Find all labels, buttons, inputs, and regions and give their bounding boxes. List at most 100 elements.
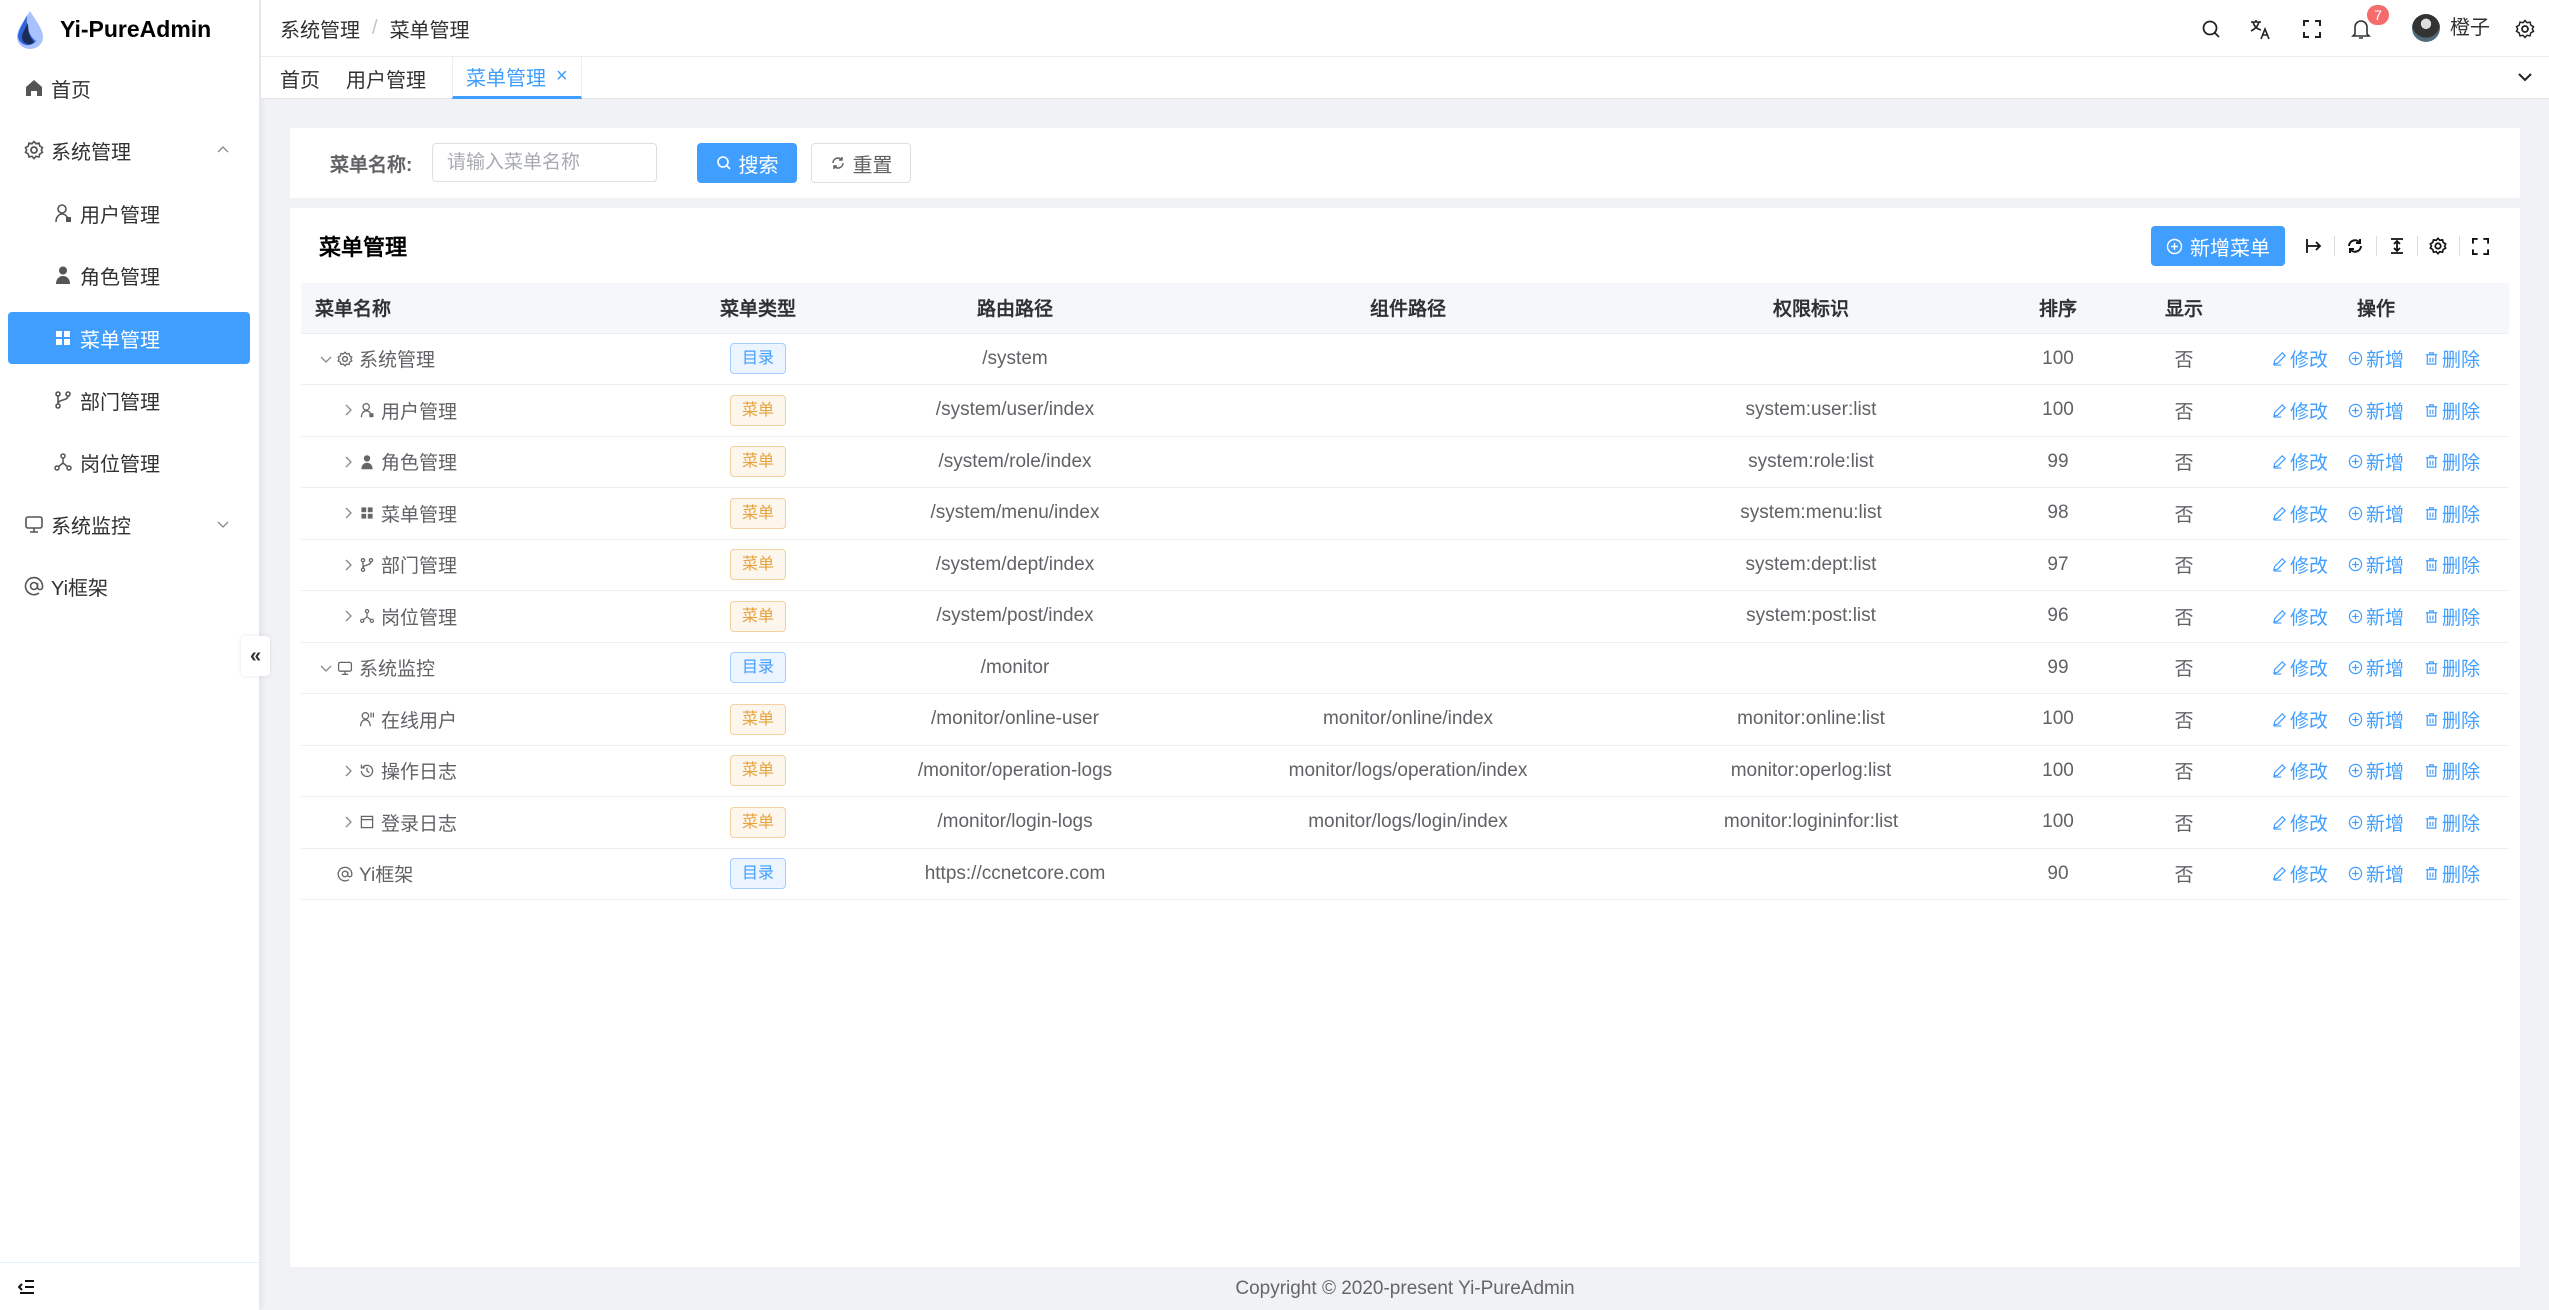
table-row[interactable]: 岗位管理 菜单 /system/post/index system:post:l… <box>301 590 2509 643</box>
edit-button[interactable]: 修改 <box>2272 654 2328 681</box>
delete-button[interactable]: 删除 <box>2424 603 2480 630</box>
add-child-button[interactable]: 新增 <box>2348 551 2404 578</box>
delete-button[interactable]: 删除 <box>2424 397 2480 424</box>
tab-menu-management[interactable]: 菜单管理 × <box>452 57 582 99</box>
chevron-right-icon[interactable] <box>337 609 359 623</box>
avatar[interactable] <box>2412 14 2440 42</box>
menu-type-tag: 菜单 <box>730 497 786 529</box>
table-row[interactable]: 菜单管理 菜单 /system/menu/index system:menu:l… <box>301 487 2509 540</box>
tab-home[interactable]: 首页 <box>280 57 320 99</box>
table-row[interactable]: 系统管理 目录 /system 100 否 修改 新增 删除 <box>301 333 2509 385</box>
collapse-sidebar-button[interactable]: « <box>241 636 270 676</box>
column-settings-icon[interactable] <box>2425 233 2451 259</box>
chevron-right-icon[interactable] <box>337 558 359 572</box>
chevron-right-icon[interactable] <box>337 764 359 778</box>
visible: 否 <box>2125 642 2243 694</box>
add-child-button[interactable]: 新增 <box>2348 809 2404 836</box>
edit-button[interactable]: 修改 <box>2272 500 2328 527</box>
delete-button[interactable]: 删除 <box>2424 551 2480 578</box>
sidebar-toggle[interactable] <box>0 1262 260 1310</box>
sidebar-item[interactable]: 菜单管理 <box>8 312 250 364</box>
add-child-button[interactable]: 新增 <box>2348 397 2404 424</box>
table-row[interactable]: 系统监控 目录 /monitor 99 否 修改 新增 删除 <box>301 642 2509 694</box>
add-child-button[interactable]: 新增 <box>2348 860 2404 887</box>
logo[interactable]: Yi-PureAdmin <box>14 6 211 52</box>
sidebar-item[interactable]: Yi框架 <box>8 560 250 612</box>
add-child-button[interactable]: 新增 <box>2348 603 2404 630</box>
search-icon[interactable] <box>2198 16 2224 42</box>
add-child-button[interactable]: 新增 <box>2348 706 2404 733</box>
menu-name-input[interactable] <box>432 143 657 182</box>
chevron-right-icon[interactable] <box>337 403 359 417</box>
edit-button[interactable]: 修改 <box>2272 551 2328 578</box>
monitor-icon <box>337 661 353 675</box>
chevron-down-icon[interactable] <box>315 661 337 675</box>
sidebar-item[interactable]: 用户管理 <box>8 187 250 239</box>
table-row[interactable]: 角色管理 菜单 /system/role/index system:role:l… <box>301 436 2509 488</box>
table-row[interactable]: 用户管理 菜单 /system/user/index system:user:l… <box>301 384 2509 437</box>
add-child-button[interactable]: 新增 <box>2348 757 2404 784</box>
chevron-down-icon[interactable] <box>2515 67 2535 87</box>
component-path <box>1185 436 1631 488</box>
delete-button[interactable]: 删除 <box>2424 500 2480 527</box>
edit-button[interactable]: 修改 <box>2272 345 2328 372</box>
edit-button[interactable]: 修改 <box>2272 860 2328 887</box>
add-child-button[interactable]: 新增 <box>2348 345 2404 372</box>
translate-icon[interactable] <box>2247 16 2273 42</box>
edit-button[interactable]: 修改 <box>2272 397 2328 424</box>
edit-button[interactable]: 修改 <box>2272 603 2328 630</box>
chevron-right-icon[interactable] <box>337 506 359 520</box>
delete-button[interactable]: 删除 <box>2424 654 2480 681</box>
username[interactable]: 橙子 <box>2450 17 2490 39</box>
refresh-icon[interactable] <box>2342 233 2368 259</box>
sidebar-item[interactable]: 角色管理 <box>8 249 250 301</box>
edit-button[interactable]: 修改 <box>2272 448 2328 475</box>
edit-label: 修改 <box>2289 453 2328 475</box>
table-row[interactable]: 部门管理 菜单 /system/dept/index system:dept:l… <box>301 539 2509 591</box>
row-density-icon[interactable] <box>2384 233 2410 259</box>
table-row[interactable]: 登录日志 菜单 /monitor/login-logs monitor/logs… <box>301 796 2509 849</box>
sidebar-item[interactable]: 首页 <box>8 62 250 114</box>
chevron-right-icon[interactable] <box>337 815 359 829</box>
search-button[interactable]: 搜索 <box>697 143 797 183</box>
edit-button[interactable]: 修改 <box>2272 757 2328 784</box>
sidebar-item[interactable]: 部门管理 <box>8 374 250 426</box>
add-child-button[interactable]: 新增 <box>2348 448 2404 475</box>
fullscreen-icon[interactable] <box>2467 233 2493 259</box>
delete-button[interactable]: 删除 <box>2424 448 2480 475</box>
component-path <box>1185 384 1631 437</box>
add-child-button[interactable]: 新增 <box>2348 654 2404 681</box>
delete-button[interactable]: 删除 <box>2424 345 2480 372</box>
sidebar-item[interactable]: 系统管理 <box>8 124 250 176</box>
chevron-down-icon[interactable] <box>315 352 337 366</box>
breadcrumb-item[interactable]: 系统管理 <box>280 20 360 42</box>
delete-button[interactable]: 删除 <box>2424 757 2480 784</box>
sidebar-item-label: 系统管理 <box>51 141 131 164</box>
table-row[interactable]: 在线用户 菜单 /monitor/online-user monitor/onl… <box>301 693 2509 746</box>
table-row[interactable]: 操作日志 菜单 /monitor/operation-logs monitor/… <box>301 745 2509 797</box>
delete-button[interactable]: 删除 <box>2424 809 2480 836</box>
add-label: 新增 <box>2365 504 2404 526</box>
edit-icon <box>2273 352 2286 366</box>
add-menu-button[interactable]: 新增菜单 <box>2151 226 2285 266</box>
expand-all-icon[interactable] <box>2301 233 2327 259</box>
table-title: 菜单管理 <box>319 235 408 260</box>
edit-button[interactable]: 修改 <box>2272 706 2328 733</box>
fullscreen-icon[interactable] <box>2299 16 2325 42</box>
user-icon <box>55 204 71 223</box>
sidebar-item[interactable]: 系统监控 <box>8 498 250 550</box>
at-icon <box>337 866 353 882</box>
chevron-right-icon[interactable] <box>337 455 359 469</box>
add-child-button[interactable]: 新增 <box>2348 500 2404 527</box>
edit-button[interactable]: 修改 <box>2272 809 2328 836</box>
bell-icon[interactable] <box>2348 16 2374 42</box>
sidebar-item[interactable]: 岗位管理 <box>8 436 250 488</box>
close-icon[interactable]: × <box>556 65 568 87</box>
reset-button[interactable]: 重置 <box>811 143 911 183</box>
tab-user-management[interactable]: 用户管理 <box>346 57 426 99</box>
delete-button[interactable]: 删除 <box>2424 706 2480 733</box>
delete-button[interactable]: 删除 <box>2424 860 2480 887</box>
tab-bar: 首页 用户管理 菜单管理 × <box>261 57 2549 99</box>
table-row[interactable]: Yi框架 目录 https://ccnetcore.com 90 否 修改 新增… <box>301 848 2509 900</box>
gear-icon[interactable] <box>2512 16 2538 42</box>
